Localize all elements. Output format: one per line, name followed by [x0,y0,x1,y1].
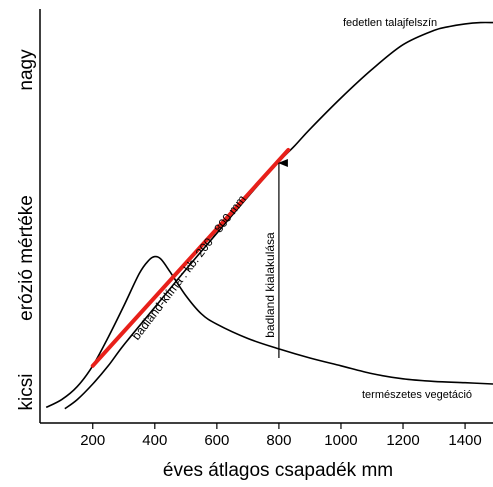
y-axis-title: erózió mértéke [16,195,37,321]
x-axis-title: éves átlagos csapadék mm [163,460,393,481]
x-tick-label: 1400 [448,432,481,449]
y-level-low: kicsi [16,374,37,411]
x-tick-label: 800 [266,432,291,449]
label-badland-kialakulasa: badland kialakulása [263,232,277,338]
x-ticks: 200 400 600 800 1000 1200 1400 [80,423,482,449]
series-line-badland [90,148,291,368]
series-line-vegetacio [45,255,493,409]
x-tick-label: 400 [142,432,167,449]
x-tick-label: 600 [204,432,229,449]
x-tick-label: 200 [80,432,105,449]
label-fedetlen: fedetlen talajfelszín [343,17,437,29]
label-badland-klima: badland-klíma : kb. 200 - 800 mm [129,192,249,342]
x-tick-label: 1200 [386,432,419,449]
y-level-high: nagy [16,49,37,91]
x-tick-label: 1000 [324,432,357,449]
label-vegetacio: természetes vegetáció [362,389,472,401]
